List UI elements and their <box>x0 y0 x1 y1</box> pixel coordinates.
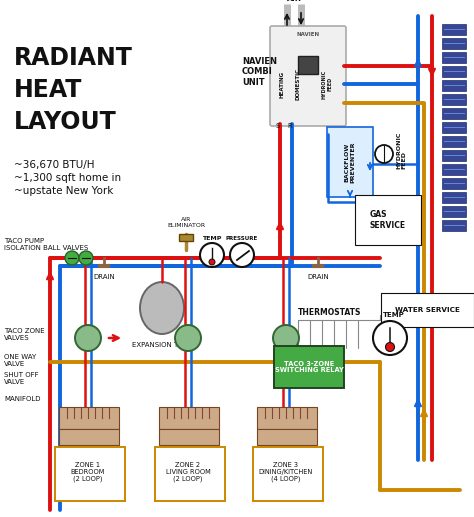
Text: TACO 3-ZONE
SWITCHING RELAY: TACO 3-ZONE SWITCHING RELAY <box>274 360 343 373</box>
Circle shape <box>230 243 254 267</box>
FancyBboxPatch shape <box>155 447 225 501</box>
Bar <box>442 206 466 217</box>
Text: NAVIEN: NAVIEN <box>296 32 319 37</box>
Text: NAVIEN
COMBI
UNIT: NAVIEN COMBI UNIT <box>242 57 277 87</box>
Text: TEMP: TEMP <box>383 312 405 318</box>
Text: LAYOUT: LAYOUT <box>14 110 117 134</box>
Text: DRAIN: DRAIN <box>93 274 115 280</box>
FancyBboxPatch shape <box>59 407 119 429</box>
Bar <box>442 52 466 63</box>
FancyBboxPatch shape <box>257 407 317 429</box>
Text: GAS
SERVICE: GAS SERVICE <box>370 210 406 230</box>
Circle shape <box>65 251 79 265</box>
Bar <box>442 66 466 77</box>
FancyBboxPatch shape <box>55 447 125 501</box>
Text: HYDRONIC
FEED: HYDRONIC FEED <box>396 132 407 170</box>
Circle shape <box>209 259 215 265</box>
FancyBboxPatch shape <box>253 447 323 501</box>
Text: HEAT: HEAT <box>14 78 82 102</box>
Bar <box>442 178 466 189</box>
Circle shape <box>273 325 299 351</box>
Text: AIR
ELIMINATOR: AIR ELIMINATOR <box>167 217 205 228</box>
Circle shape <box>373 321 407 355</box>
Text: THERMOSTATS: THERMOSTATS <box>298 308 361 317</box>
Text: HYDRONIC
FEED: HYDRONIC FEED <box>321 69 332 99</box>
Ellipse shape <box>140 282 184 334</box>
Text: SHUT OFF
VALVE: SHUT OFF VALVE <box>4 372 38 385</box>
Bar <box>179 234 193 241</box>
Bar <box>442 164 466 175</box>
Text: PRESSURE: PRESSURE <box>226 236 258 241</box>
Text: DRAIN: DRAIN <box>307 274 329 280</box>
Bar <box>442 24 466 35</box>
Circle shape <box>75 325 101 351</box>
Text: ZONE 2
LIVING ROOM
(2 LOOP): ZONE 2 LIVING ROOM (2 LOOP) <box>165 462 210 482</box>
Text: ~upstate New York: ~upstate New York <box>14 186 113 196</box>
Bar <box>442 94 466 105</box>
FancyBboxPatch shape <box>257 429 317 445</box>
Text: ~1,300 sqft home in: ~1,300 sqft home in <box>14 173 121 183</box>
Bar <box>298 56 318 74</box>
Text: TACO ZONE
VALVES: TACO ZONE VALVES <box>4 328 45 341</box>
Bar <box>442 38 466 49</box>
Text: ONE WAY
VALVE: ONE WAY VALVE <box>4 354 36 367</box>
Bar <box>442 150 466 161</box>
Circle shape <box>200 243 224 267</box>
Text: BACKFLOW
PREVENTER: BACKFLOW PREVENTER <box>345 141 356 183</box>
Circle shape <box>385 342 394 352</box>
Text: RADIANT: RADIANT <box>14 46 133 70</box>
FancyBboxPatch shape <box>159 407 219 429</box>
Text: R: R <box>288 123 292 129</box>
Bar <box>442 192 466 203</box>
FancyBboxPatch shape <box>274 346 344 388</box>
Text: S: S <box>276 123 280 129</box>
Text: EXPANSION TANK: EXPANSION TANK <box>132 342 192 348</box>
Text: TEMP: TEMP <box>202 236 222 241</box>
Text: ZONE 3
DINING/KITCHEN
(4 LOOP): ZONE 3 DINING/KITCHEN (4 LOOP) <box>259 462 313 482</box>
Text: ZONE 1
BEDROOM
(2 LOOP): ZONE 1 BEDROOM (2 LOOP) <box>71 462 105 482</box>
Text: DOMESTIC: DOMESTIC <box>295 68 301 100</box>
FancyBboxPatch shape <box>327 127 373 197</box>
Text: WATER SERVICE: WATER SERVICE <box>395 307 460 313</box>
Circle shape <box>175 325 201 351</box>
Text: HEATING: HEATING <box>280 70 284 98</box>
Text: AIR: AIR <box>287 0 301 3</box>
Bar <box>442 220 466 231</box>
FancyBboxPatch shape <box>270 26 346 126</box>
FancyBboxPatch shape <box>159 429 219 445</box>
Text: ~36,670 BTU/H: ~36,670 BTU/H <box>14 160 94 170</box>
Bar <box>442 80 466 91</box>
Circle shape <box>79 251 93 265</box>
Bar <box>442 122 466 133</box>
Bar <box>442 108 466 119</box>
Bar <box>442 136 466 147</box>
Text: TACO PUMP
ISOLATION BALL VALVES: TACO PUMP ISOLATION BALL VALVES <box>4 238 88 251</box>
Text: MANIFOLD: MANIFOLD <box>4 396 40 402</box>
FancyBboxPatch shape <box>59 429 119 445</box>
